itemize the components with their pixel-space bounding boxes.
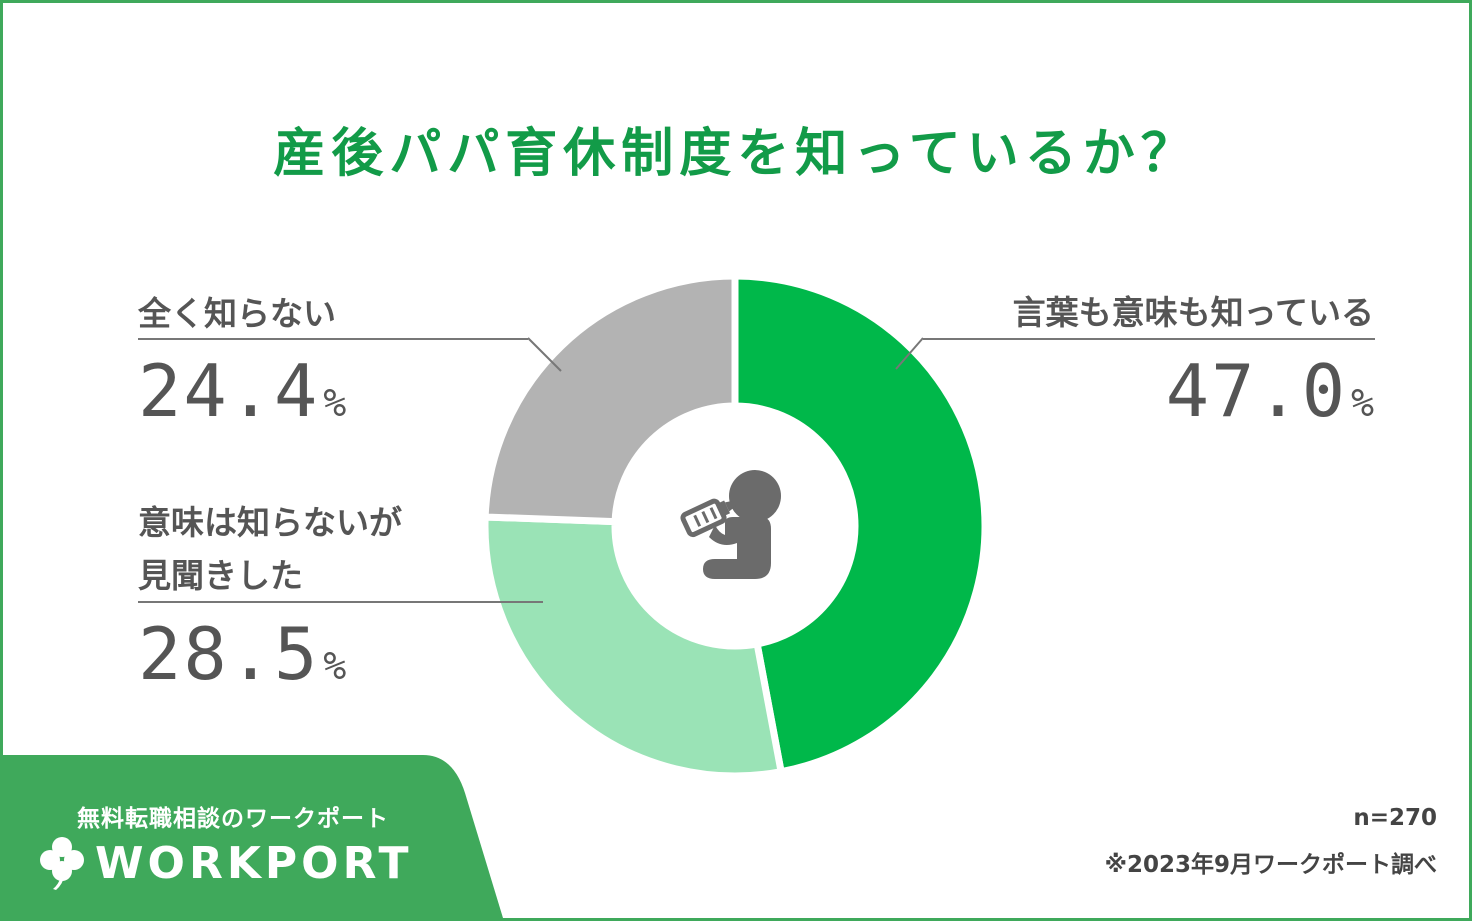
sample-size-note: n=270 bbox=[1353, 805, 1437, 831]
value-know-meaning-unit: % bbox=[1351, 381, 1374, 425]
slice-know-meaning bbox=[731, 272, 989, 776]
value-unknown-number: 24.4 bbox=[138, 349, 320, 433]
brand-logo: WORKPORT bbox=[39, 835, 412, 891]
leader-heard-only bbox=[138, 601, 543, 603]
value-know-meaning: 47.0% bbox=[1166, 355, 1374, 427]
parent-feeding-baby-bottle-icon bbox=[680, 470, 781, 579]
slice-unknown bbox=[481, 272, 739, 526]
value-heard-only-number: 28.5 bbox=[138, 612, 320, 696]
leader-diag-unknown bbox=[527, 337, 562, 372]
leader-diag-know bbox=[895, 337, 924, 370]
brand-logo-text: WORKPORT bbox=[95, 837, 413, 889]
donut-chart bbox=[481, 272, 989, 780]
label-unknown: 全く知らない bbox=[138, 294, 336, 333]
value-unknown-unit: % bbox=[323, 381, 347, 425]
value-know-meaning-number: 47.0 bbox=[1165, 349, 1348, 433]
leader-unknown bbox=[138, 338, 528, 340]
label-know-meaning: 言葉も意味も知っている bbox=[1012, 293, 1374, 332]
value-heard-only-unit: % bbox=[323, 644, 347, 688]
chart-title: 産後パパ育休制度を知っているか？ bbox=[273, 124, 1199, 184]
value-heard-only: 28.5% bbox=[138, 618, 346, 690]
source-note: ※2023年9月ワークポート調べ bbox=[1104, 852, 1437, 878]
label-heard-only-line2: 見聞きした bbox=[138, 556, 303, 595]
value-unknown: 24.4% bbox=[138, 355, 346, 427]
leader-know-meaning bbox=[923, 338, 1375, 340]
label-heard-only-line1: 意味は知らないが bbox=[138, 503, 402, 542]
slice-heard-only bbox=[481, 513, 786, 780]
brand-panel bbox=[3, 755, 503, 918]
clover-icon bbox=[40, 837, 84, 890]
brand-tagline: 無料転職相談のワークポート bbox=[77, 806, 389, 832]
